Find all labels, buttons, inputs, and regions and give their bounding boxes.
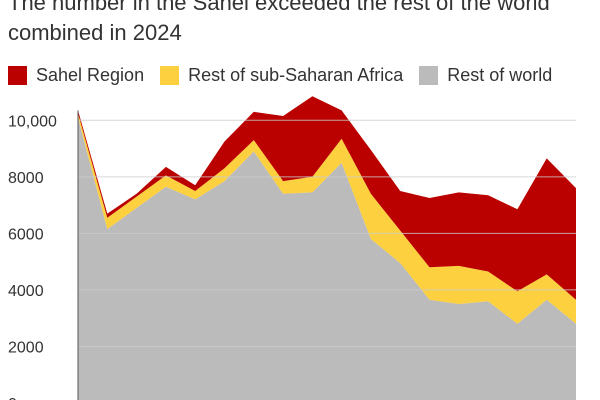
y-tick-label-4000: 4000 [8, 283, 44, 300]
chart-title: The number in the Sahel exceeded the res… [8, 0, 550, 45]
area-rest-of-world [78, 117, 576, 400]
area-rest-of-sub-saharan-africa [78, 113, 576, 324]
legend-swatch-sub-saharan [160, 65, 180, 85]
y-tick-label-6000: 6000 [8, 226, 44, 243]
area-sahel-region [78, 96, 576, 300]
legend-label-sub-saharan: Rest of sub-Saharan Africa [188, 64, 404, 85]
legend-swatch-sahel [8, 65, 27, 85]
legend-item-sub-saharan: Rest of sub-Saharan Africa [160, 65, 403, 86]
legend-label-sahel: Sahel Region [36, 64, 145, 85]
y-tick-label-10000: 10,000 [8, 113, 57, 130]
legend-swatch-rest-of-world [419, 65, 439, 85]
legend-item-rest-of-world: Rest of world [419, 65, 552, 86]
y-tick-label-2000: 2000 [8, 339, 44, 356]
legend-item-sahel: Sahel Region [8, 65, 144, 86]
legend-label-rest-of-world: Rest of world [447, 64, 553, 85]
y-tick-label-0: 0 [8, 396, 17, 400]
y-tick-label-8000: 8000 [8, 170, 44, 187]
chart-legend: Sahel Region Rest of sub-Saharan Africa … [8, 64, 568, 86]
